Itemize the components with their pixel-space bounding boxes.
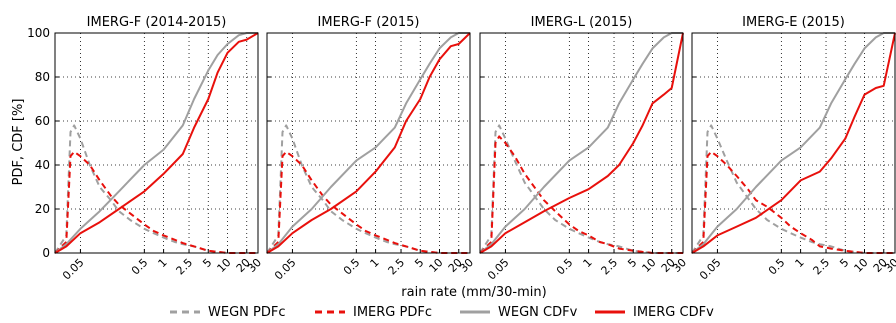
plot-frame bbox=[479, 32, 684, 254]
panel-title: IMERG-E (2015) bbox=[742, 15, 845, 30]
series-line bbox=[479, 124, 683, 254]
x-tick-label: 30 bbox=[245, 256, 264, 275]
x-tick-label: 30 bbox=[457, 256, 476, 275]
x-tick-label: 10 bbox=[852, 256, 871, 275]
y-tick-label: 60 bbox=[35, 114, 50, 128]
plot-frame bbox=[266, 32, 471, 254]
x-tick-label: 30 bbox=[882, 256, 896, 275]
x-tick-label: 1 bbox=[581, 256, 595, 270]
x-tick-label: 5 bbox=[625, 256, 639, 270]
plot-frame bbox=[54, 32, 259, 254]
x-tick-label: 5 bbox=[200, 256, 214, 270]
x-tick-label: 5 bbox=[837, 256, 851, 270]
x-tick-label: 2.5 bbox=[811, 256, 833, 278]
x-tick-label: 1 bbox=[793, 256, 807, 270]
y-axis-label: PDF, CDF [%] bbox=[11, 99, 26, 186]
x-tick-label: 2.5 bbox=[174, 256, 196, 278]
legend-label: IMERG PDFc bbox=[353, 305, 432, 320]
panel-title: IMERG-F (2014-2015) bbox=[87, 15, 227, 30]
legend: WEGN PDFc IMERG PDFc WEGN CDFv IMERG CDFv bbox=[170, 305, 714, 320]
series-line bbox=[54, 32, 258, 254]
x-tick-label: 1 bbox=[156, 256, 170, 270]
x-tick-label: 10 bbox=[427, 256, 446, 275]
y-tick-label: 20 bbox=[35, 202, 50, 216]
y-tick-label: 0 bbox=[42, 246, 50, 260]
y-tick-label: 100 bbox=[27, 26, 50, 40]
x-tick-label: 0.5 bbox=[554, 256, 576, 278]
series-line bbox=[691, 32, 895, 254]
x-tick-label: 10 bbox=[640, 256, 659, 275]
series-line bbox=[54, 150, 258, 254]
x-tick-label: 10 bbox=[215, 256, 234, 275]
series-line bbox=[266, 32, 470, 254]
x-tick-label: 0.5 bbox=[766, 256, 788, 278]
x-tick-label: 2.5 bbox=[599, 256, 621, 278]
legend-label: IMERG CDFv bbox=[633, 305, 714, 320]
y-tick-label: 40 bbox=[35, 158, 50, 172]
series-line bbox=[691, 150, 895, 254]
y-tick-label: 80 bbox=[35, 70, 50, 84]
series-line bbox=[479, 135, 683, 254]
series-line bbox=[266, 150, 470, 254]
series-line bbox=[479, 32, 684, 254]
series-line bbox=[691, 124, 895, 254]
x-axis-label: rain rate (mm/30-min) bbox=[401, 285, 546, 300]
x-tick-label: 0.05 bbox=[485, 256, 512, 283]
panel-title: IMERG-F (2015) bbox=[318, 15, 420, 30]
x-tick-label: 30 bbox=[670, 256, 689, 275]
x-tick-label: 0.5 bbox=[341, 256, 363, 278]
x-tick-label: 1 bbox=[368, 256, 382, 270]
x-tick-label: 0.5 bbox=[129, 256, 151, 278]
legend-label: WEGN CDFv bbox=[498, 305, 578, 320]
x-tick-label: 0.05 bbox=[697, 256, 724, 283]
x-tick-label: 2.5 bbox=[386, 256, 408, 278]
panel-title: IMERG-L (2015) bbox=[531, 15, 633, 30]
x-tick-label: 5 bbox=[412, 256, 426, 270]
series-line bbox=[54, 32, 259, 254]
series-line bbox=[691, 32, 896, 254]
plot-frame bbox=[691, 32, 896, 254]
series-line bbox=[266, 32, 471, 254]
x-tick-label: 0.05 bbox=[272, 256, 299, 283]
x-tick-label: 0.05 bbox=[60, 256, 87, 283]
series-line bbox=[479, 32, 683, 254]
legend-label: WEGN PDFc bbox=[208, 305, 285, 320]
